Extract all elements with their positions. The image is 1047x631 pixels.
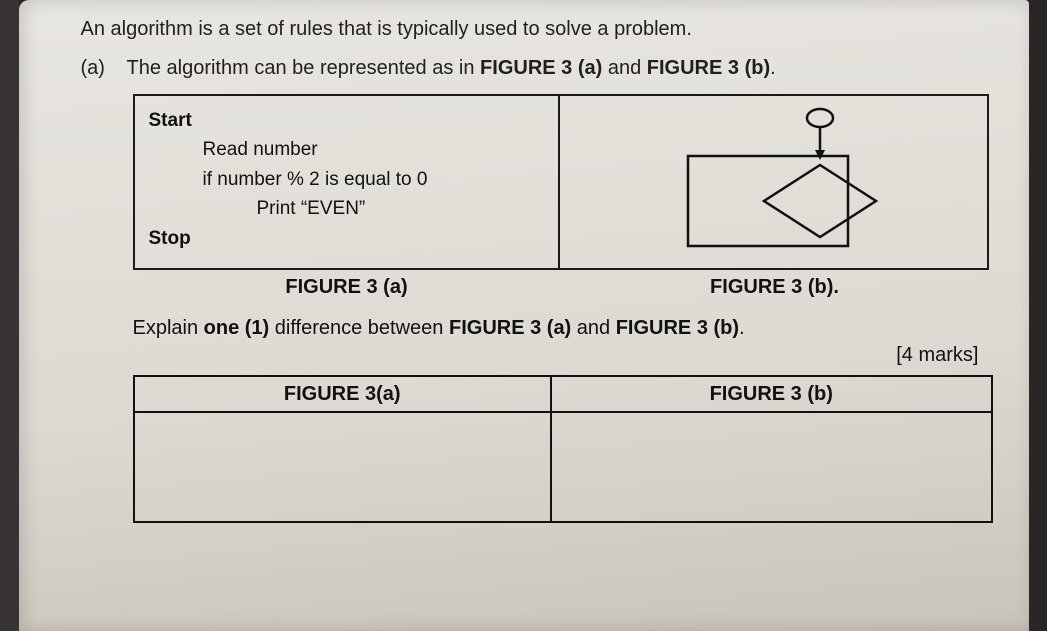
part-mid: and: [602, 57, 646, 79]
q-mid2: and: [571, 317, 615, 339]
intro-text: An algorithm is a set of rules that is t…: [81, 18, 989, 41]
part-ref1: FIGURE 3 (a): [480, 57, 602, 79]
part-post: .: [770, 57, 776, 79]
table-row: [134, 412, 992, 522]
figure-row: Start Read number if number % 2 is equal…: [133, 94, 989, 270]
q-mid1: difference between: [269, 317, 449, 339]
part-label: (a): [81, 57, 109, 80]
pseudo-line-3: if number % 2 is equal to 0: [203, 165, 544, 194]
part-a-row: (a) The algorithm can be represented as …: [81, 57, 989, 80]
question-text: Explain one (1) difference between FIGUR…: [133, 317, 989, 340]
exam-page: An algorithm is a set of rules that is t…: [19, 0, 1029, 631]
pseudo-line-2: Read number: [203, 135, 544, 164]
figure-b-box: [559, 94, 989, 270]
figure-b-caption: FIGURE 3 (b).: [561, 276, 989, 299]
part-ref2: FIGURE 3 (b): [647, 57, 770, 79]
spiral-binding: [0, 0, 19, 631]
answer-table: FIGURE 3(a) FIGURE 3 (b): [133, 375, 993, 523]
pseudo-l5: Stop: [149, 228, 191, 249]
caption-row: FIGURE 3 (a) FIGURE 3 (b).: [133, 276, 989, 299]
q-pre: Explain: [133, 317, 204, 339]
q-post: .: [739, 317, 745, 339]
q-ref2: FIGURE 3 (b): [616, 317, 739, 339]
table-header-a: FIGURE 3(a): [134, 376, 551, 412]
part-pre: The algorithm can be represented as in: [127, 57, 481, 79]
figure-a-box: Start Read number if number % 2 is equal…: [133, 94, 559, 270]
pseudo-line-4: Print “EVEN”: [257, 194, 544, 223]
table-header-row: FIGURE 3(a) FIGURE 3 (b): [134, 376, 992, 412]
q-bold1: one (1): [204, 317, 270, 339]
figure-a-caption: FIGURE 3 (a): [133, 276, 561, 299]
table-header-b: FIGURE 3 (b): [551, 376, 992, 412]
answer-cell-b[interactable]: [551, 412, 992, 522]
answer-cell-a[interactable]: [134, 412, 551, 522]
q-ref1: FIGURE 3 (a): [449, 317, 571, 339]
pseudo-line-5: Stop: [149, 224, 544, 253]
marks-label: [4 marks]: [81, 344, 979, 367]
part-text: The algorithm can be represented as in F…: [127, 57, 776, 80]
pseudo-l1: Start: [149, 110, 192, 131]
pseudocode: Start Read number if number % 2 is equal…: [149, 106, 544, 253]
pseudo-line-1: Start: [149, 106, 544, 135]
flowchart-icon: [560, 96, 988, 268]
